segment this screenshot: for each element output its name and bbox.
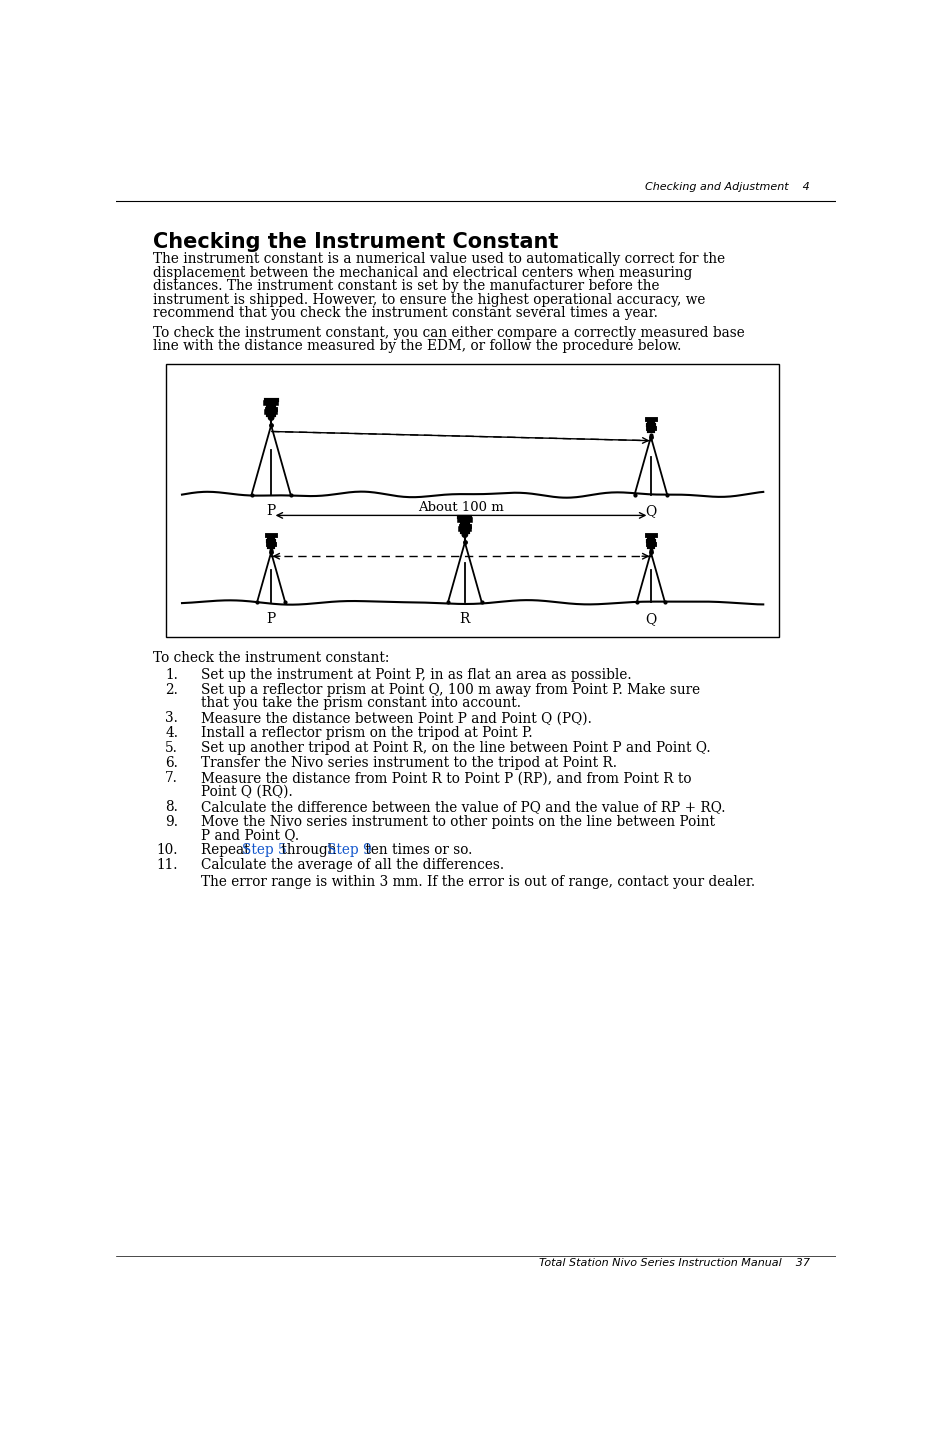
Text: The error range is within 3 mm. If the error is out of range, contact your deale: The error range is within 3 mm. If the e… bbox=[201, 875, 754, 889]
Text: P and Point Q.: P and Point Q. bbox=[201, 828, 299, 842]
Text: Step 9: Step 9 bbox=[326, 844, 371, 858]
Text: The instrument constant is a numerical value used to automatically correct for t: The instrument constant is a numerical v… bbox=[153, 253, 725, 266]
Text: Checking the Instrument Constant: Checking the Instrument Constant bbox=[153, 232, 558, 252]
Text: Calculate the difference between the value of PQ and the value of RP + RQ.: Calculate the difference between the val… bbox=[201, 799, 725, 814]
Text: Step 5: Step 5 bbox=[242, 844, 287, 858]
Text: 7.: 7. bbox=[165, 771, 178, 785]
Text: 9.: 9. bbox=[165, 815, 178, 829]
Text: About 100 m: About 100 m bbox=[418, 500, 503, 513]
Text: Move the Nivo series instrument to other points on the line between Point: Move the Nivo series instrument to other… bbox=[201, 815, 715, 829]
Text: 11.: 11. bbox=[157, 858, 178, 872]
Text: Set up the instrument at Point P, in as flat an area as possible.: Set up the instrument at Point P, in as … bbox=[201, 668, 631, 682]
Text: 8.: 8. bbox=[165, 799, 178, 814]
Text: Set up a reflector prism at Point Q, 100 m away from Point P. Make sure: Set up a reflector prism at Point Q, 100… bbox=[201, 684, 700, 696]
Text: through: through bbox=[277, 844, 341, 858]
Text: that you take the prism constant into account.: that you take the prism constant into ac… bbox=[201, 696, 521, 711]
Bar bbox=[166, 363, 778, 638]
Text: Checking and Adjustment    4: Checking and Adjustment 4 bbox=[644, 182, 809, 192]
Text: Install a reflector prism on the tripod at Point P.: Install a reflector prism on the tripod … bbox=[201, 726, 533, 741]
Text: Transfer the Nivo series instrument to the tripod at Point R.: Transfer the Nivo series instrument to t… bbox=[201, 756, 617, 771]
Text: 10.: 10. bbox=[157, 844, 178, 858]
Text: 3.: 3. bbox=[165, 711, 178, 725]
Text: displacement between the mechanical and electrical centers when measuring: displacement between the mechanical and … bbox=[153, 266, 692, 280]
Text: distances. The instrument constant is set by the manufacturer before the: distances. The instrument constant is se… bbox=[153, 279, 659, 293]
Text: Set up another tripod at Point R, on the line between Point P and Point Q.: Set up another tripod at Point R, on the… bbox=[201, 741, 710, 755]
Text: 4.: 4. bbox=[165, 726, 178, 741]
Text: 6.: 6. bbox=[165, 756, 178, 771]
Text: P: P bbox=[266, 503, 276, 518]
Circle shape bbox=[461, 532, 467, 538]
Text: Measure the distance between Point P and Point Q (PQ).: Measure the distance between Point P and… bbox=[201, 711, 592, 725]
Text: 5.: 5. bbox=[165, 741, 178, 755]
Text: R: R bbox=[459, 612, 470, 626]
Text: Repeat: Repeat bbox=[201, 844, 254, 858]
Text: recommend that you check the instrument constant several times a year.: recommend that you check the instrument … bbox=[153, 306, 658, 320]
Text: To check the instrument constant:: To check the instrument constant: bbox=[153, 651, 389, 665]
Text: Point Q (RQ).: Point Q (RQ). bbox=[201, 785, 293, 799]
Circle shape bbox=[268, 415, 274, 420]
Text: Total Station Nivo Series Instruction Manual    37: Total Station Nivo Series Instruction Ma… bbox=[538, 1258, 809, 1268]
Text: Q: Q bbox=[645, 503, 656, 518]
Text: line with the distance measured by the EDM, or follow the procedure below.: line with the distance measured by the E… bbox=[153, 339, 681, 353]
Text: To check the instrument constant, you can either compare a correctly measured ba: To check the instrument constant, you ca… bbox=[153, 326, 744, 340]
Text: ten times or so.: ten times or so. bbox=[361, 844, 472, 858]
Text: P: P bbox=[266, 612, 276, 626]
Text: Calculate the average of all the differences.: Calculate the average of all the differe… bbox=[201, 858, 504, 872]
Text: 1.: 1. bbox=[165, 668, 178, 682]
Text: Measure the distance from Point R to Point P (RP), and from Point R to: Measure the distance from Point R to Poi… bbox=[201, 771, 691, 785]
Text: Q: Q bbox=[645, 612, 656, 626]
Text: 2.: 2. bbox=[165, 684, 178, 696]
Text: instrument is shipped. However, to ensure the highest operational accuracy, we: instrument is shipped. However, to ensur… bbox=[153, 293, 705, 307]
